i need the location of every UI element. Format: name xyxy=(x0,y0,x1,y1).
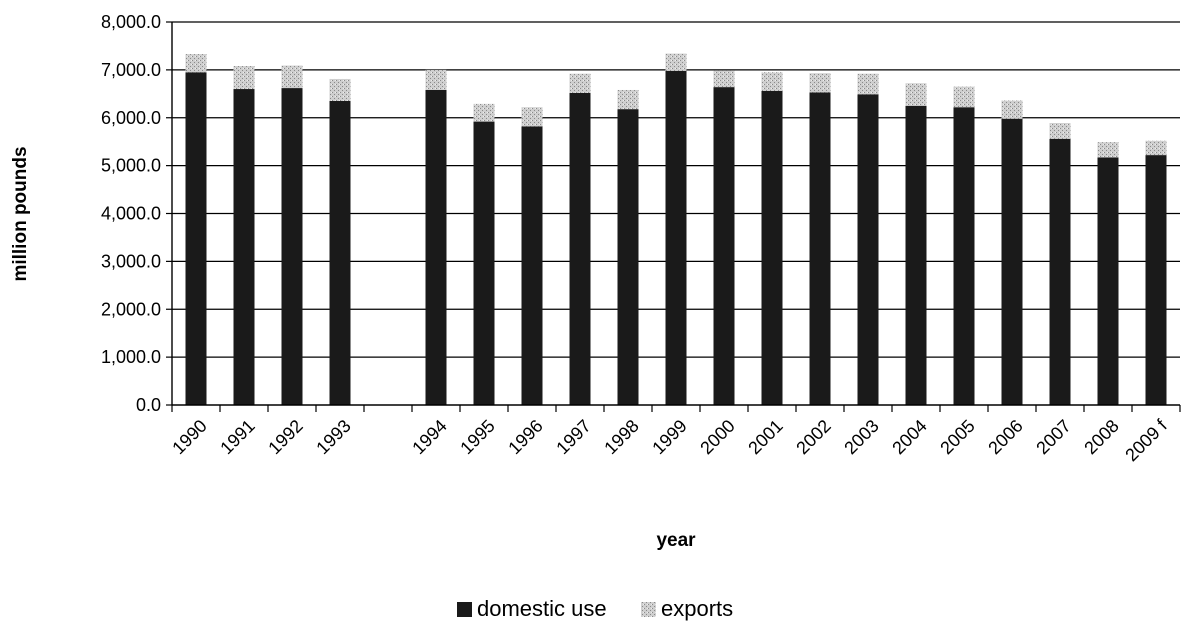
bar-exports xyxy=(521,107,543,127)
legend-swatch-domestic-use xyxy=(457,602,472,617)
bar-exports xyxy=(713,70,735,88)
bar-exports xyxy=(809,73,831,93)
bar-exports xyxy=(953,86,975,108)
y-tick-label: 2,000.0 xyxy=(101,299,161,319)
x-tick-label: 1998 xyxy=(600,416,642,458)
y-tick-label: 4,000.0 xyxy=(101,204,161,224)
x-tick-label: 1990 xyxy=(168,416,210,458)
bar-domestic-use xyxy=(1145,155,1167,405)
x-tick-label: 2000 xyxy=(696,416,738,458)
bar-exports xyxy=(569,73,591,93)
x-tick-label: 1995 xyxy=(456,416,498,458)
bar-domestic-use xyxy=(809,92,831,405)
bar-domestic-use xyxy=(473,121,495,405)
x-tick-label: 2001 xyxy=(744,416,786,458)
axes xyxy=(166,21,1181,412)
bar-domestic-use xyxy=(1049,138,1071,405)
x-tick-label: 1993 xyxy=(312,416,354,458)
bar-exports xyxy=(1145,140,1167,156)
bar-exports xyxy=(185,54,207,73)
x-tick-label: 1992 xyxy=(264,416,306,458)
y-tick-label: 0.0 xyxy=(136,395,161,415)
bar-domestic-use xyxy=(761,90,783,405)
x-tick-label: 2008 xyxy=(1080,416,1122,458)
x-tick-labels: 1990 1991 1992 1993 1994 1995 1996 1997 1998 1999… xyxy=(168,415,1171,465)
bar-exports xyxy=(857,73,879,95)
legend-swatch-exports xyxy=(641,602,656,617)
y-tick-label: 5,000.0 xyxy=(101,156,161,176)
bar-domestic-use xyxy=(569,92,591,405)
x-tick-label: 1994 xyxy=(408,416,450,458)
bar-domestic-use xyxy=(521,126,543,406)
x-tick-label: 1996 xyxy=(504,416,546,458)
bar-exports xyxy=(1049,123,1071,139)
y-tick-label: 6,000.0 xyxy=(101,108,161,128)
bar-domestic-use xyxy=(953,107,975,405)
bar-exports xyxy=(761,72,783,91)
bar-exports xyxy=(473,103,495,122)
bar-exports xyxy=(233,66,255,90)
bar-exports xyxy=(665,53,687,71)
bar-domestic-use xyxy=(617,109,639,405)
bar-domestic-use xyxy=(281,88,303,405)
bar-domestic-use xyxy=(233,89,255,406)
bar-domestic-use xyxy=(713,87,735,406)
y-tick-label: 7,000.0 xyxy=(101,60,161,80)
bar-domestic-use xyxy=(425,89,447,406)
x-tick-label: 1991 xyxy=(216,416,258,458)
bar-domestic-use xyxy=(185,72,207,406)
bar-exports xyxy=(617,89,639,110)
y-axis-title: million pounds xyxy=(10,146,31,281)
bars xyxy=(185,53,1167,406)
x-tick-label: 2007 xyxy=(1032,416,1074,458)
bar-exports xyxy=(281,65,303,89)
bar-exports xyxy=(905,83,927,106)
y-tick-labels: 0.0 1,000.0 2,000.0 3,000.0 4,000.0 5,000.0 6,… xyxy=(101,12,161,415)
x-tick-label: 2009 f xyxy=(1121,415,1171,465)
x-tick-label: 2006 xyxy=(984,416,1026,458)
x-tick-label: 2005 xyxy=(936,416,978,458)
x-tick-label: 2003 xyxy=(840,416,882,458)
y-tick-label: 1,000.0 xyxy=(101,347,161,367)
x-axis-title: year xyxy=(656,530,696,551)
x-tick-label: 2002 xyxy=(792,416,834,458)
bar-domestic-use xyxy=(905,105,927,405)
bar-domestic-use xyxy=(1001,118,1023,406)
legend-label-domestic-use: domestic use xyxy=(477,596,607,621)
bar-exports xyxy=(425,69,447,90)
bar-exports xyxy=(1097,142,1119,158)
bar-domestic-use xyxy=(665,70,687,406)
bar-domestic-use xyxy=(329,100,351,406)
y-tick-label: 3,000.0 xyxy=(101,251,161,271)
legend-label-exports: exports xyxy=(661,596,733,621)
bar-exports xyxy=(1001,100,1023,119)
bar-exports xyxy=(329,78,351,101)
x-tick-label: 1999 xyxy=(648,416,690,458)
y-tick-label: 8,000.0 xyxy=(101,12,161,32)
legend: domestic use exports xyxy=(457,596,733,621)
bar-domestic-use xyxy=(857,94,879,405)
bar-domestic-use xyxy=(1097,157,1119,405)
x-tick-label: 2004 xyxy=(888,416,930,458)
x-tick-label: 1997 xyxy=(552,416,594,458)
